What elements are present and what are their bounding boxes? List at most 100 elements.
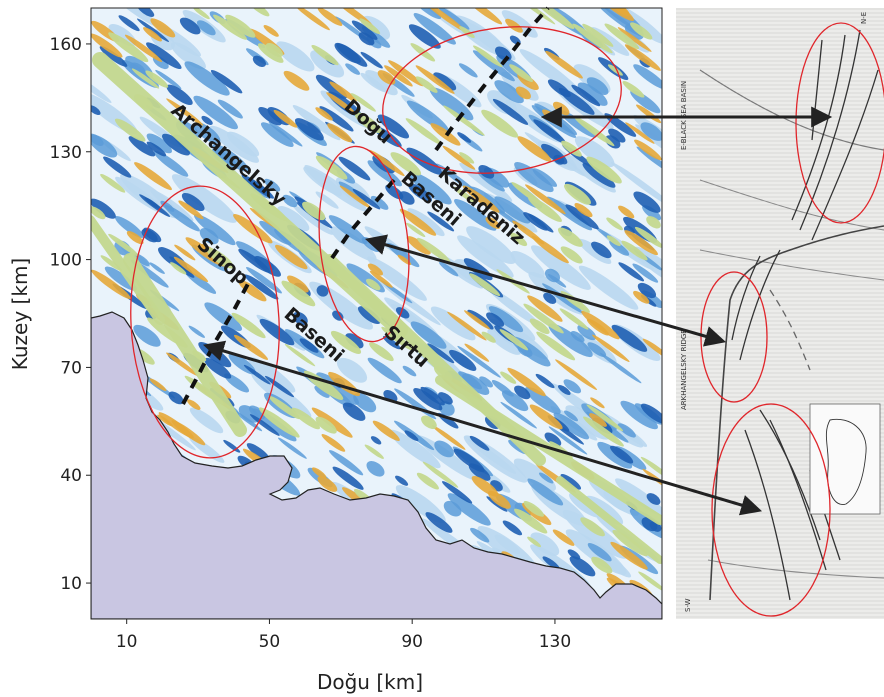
anomaly-blob: [181, 192, 205, 212]
anomaly-blob: [193, 95, 238, 130]
anomaly-blob: [166, 98, 204, 126]
anomaly-blob: [326, 92, 356, 114]
anomaly-blob: [552, 529, 575, 546]
anomaly-blob: [174, 244, 196, 261]
anomaly-blob: [633, 191, 661, 213]
anomaly-blob: [519, 49, 582, 95]
anomaly-blob: [281, 280, 316, 307]
anomaly-blob: [206, 247, 234, 269]
anomaly-blob: [591, 556, 613, 574]
anomaly-blob: [359, 18, 381, 35]
ne-label: N-E: [860, 12, 868, 24]
anomaly-blob: [260, 122, 294, 148]
anomaly-blob: [481, 109, 519, 138]
anomaly-blob: [517, 136, 552, 162]
y-tick-label: 40: [60, 466, 82, 486]
anomaly-blob: [109, 8, 159, 27]
anomaly-blob: [368, 149, 405, 177]
anomaly-blob: [317, 8, 343, 26]
y-tick-label: 100: [50, 251, 82, 271]
anomaly-blob: [527, 536, 542, 548]
anomaly-blob: [146, 42, 182, 70]
inset-coastline: [825, 418, 867, 505]
anomaly-blob: [108, 32, 149, 63]
anomaly-blob: [525, 184, 566, 215]
y-axis-title: Kuzey [km]: [8, 258, 32, 370]
anomaly-blob: [406, 100, 449, 132]
map-panel: Archangelsky Sırtu Sinop Baseni Doğu Kar…: [90, 6, 663, 620]
anomaly-blob: [211, 148, 238, 170]
anomaly-blob: [492, 98, 529, 125]
anomaly-blob: [233, 214, 273, 244]
anomaly-blob: [390, 152, 422, 176]
anomaly-blob: [329, 81, 357, 102]
anomaly-blob: [273, 109, 298, 128]
anomaly-blob: [241, 174, 275, 199]
anomaly-blob: [636, 146, 662, 177]
anomaly-blob: [257, 43, 284, 63]
anomaly-blob: [332, 310, 344, 321]
anomaly-blob: [91, 206, 106, 220]
anomaly-blob: [406, 147, 443, 175]
anomaly-blob: [108, 233, 139, 257]
anomaly-blob: [149, 378, 167, 392]
anomaly-blob: [209, 125, 259, 163]
anomaly-blob: [315, 155, 348, 180]
anomaly-blob: [624, 44, 661, 71]
anomaly-blob: [170, 262, 187, 275]
anomaly-blob: [472, 45, 503, 68]
anomaly-blob: [336, 43, 368, 67]
x-tick-label: 130: [539, 632, 571, 652]
anomaly-blob: [345, 63, 360, 75]
anomaly-blob: [103, 156, 132, 178]
basin-label: E-BLACK SEA BASIN: [680, 81, 688, 150]
y-tick-label: 70: [60, 358, 82, 378]
anomaly-blob: [612, 529, 648, 557]
anomaly-blob: [104, 266, 137, 291]
anomaly-blob: [166, 84, 193, 105]
anomaly-blob: [149, 262, 165, 275]
anomaly-blob: [429, 87, 474, 121]
anomaly-blob: [171, 174, 237, 223]
ridge-band: [91, 215, 165, 325]
anomaly-blob: [193, 214, 236, 246]
anomaly-blob: [514, 8, 556, 25]
anomaly-blob: [292, 105, 341, 141]
anomaly-blob: [478, 165, 495, 179]
anomaly-blob: [193, 122, 221, 144]
anomaly-blob: [327, 123, 353, 143]
anomaly-blob: [282, 194, 298, 208]
anomaly-blob: [377, 70, 396, 85]
sw-label: S-W: [684, 598, 692, 612]
anomaly-blob: [582, 162, 616, 188]
anomaly-blob: [294, 118, 324, 141]
anomaly-blob: [528, 196, 562, 223]
anomaly-blob: [263, 25, 279, 37]
anomaly-blob: [303, 166, 342, 196]
seismic-horizon: [699, 179, 884, 231]
x-tick-label: 10: [116, 632, 138, 652]
anomaly-blob: [294, 8, 330, 31]
anomaly-blob: [231, 312, 266, 339]
anomaly-blob: [572, 23, 613, 54]
anomaly-blob: [213, 14, 247, 40]
anomaly-blob: [365, 69, 398, 96]
anomaly-blob: [319, 106, 354, 132]
seismic-horizon: [707, 559, 884, 579]
anomaly-blob: [238, 248, 271, 273]
anomaly-blob: [358, 32, 375, 46]
anomaly-blob: [425, 512, 453, 533]
anomaly-blob: [472, 50, 515, 82]
anomaly-blob: [485, 216, 501, 229]
anomaly-blob: [587, 543, 612, 562]
anomaly-blob: [582, 23, 614, 47]
arrow-sinop-basin: [202, 340, 763, 516]
anomaly-blob: [604, 23, 640, 50]
anomaly-blob: [546, 196, 593, 231]
anomaly-blob: [351, 20, 378, 40]
y-tick-label: 160: [50, 35, 82, 55]
anomaly-blob: [438, 8, 470, 30]
anomaly-blob: [217, 99, 243, 119]
anomaly-blob: [146, 133, 172, 154]
